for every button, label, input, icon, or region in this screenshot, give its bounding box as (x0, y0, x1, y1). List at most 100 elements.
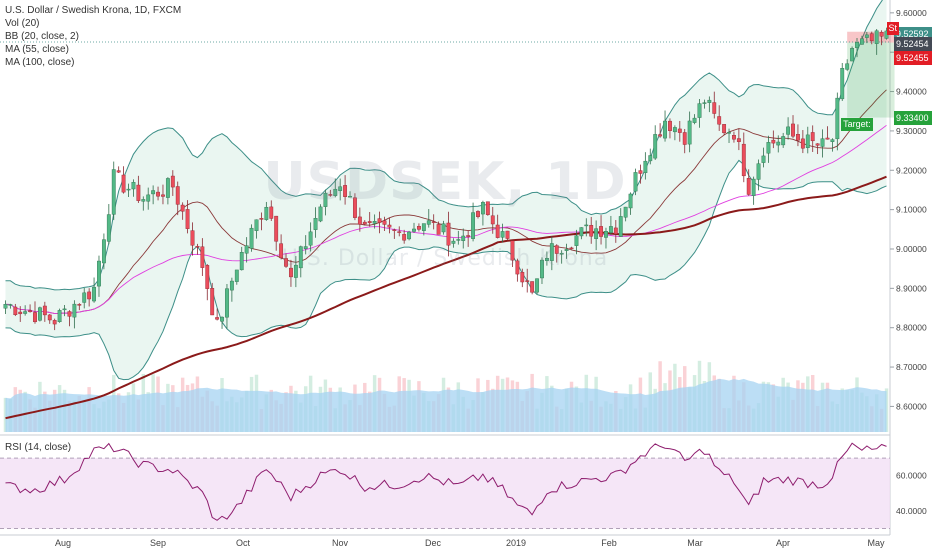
candle-body (195, 246, 200, 248)
candle-body (771, 139, 776, 144)
legend-ma55[interactable]: MA (55, close) (5, 44, 69, 55)
candle-body (264, 206, 269, 220)
candle-body (8, 304, 13, 306)
candle-body (549, 243, 554, 261)
legend-bb[interactable]: BB (20, close, 2) (5, 31, 79, 42)
candle-body (72, 303, 77, 318)
candle-body (357, 216, 362, 225)
candle-body (520, 271, 525, 283)
legend-rsi[interactable]: RSI (14, close) (5, 442, 72, 453)
candle-body (672, 127, 677, 133)
price-tick-label: 9.20000 (896, 165, 927, 175)
candle-body (623, 206, 628, 218)
candle-body (42, 305, 47, 316)
bollinger-fill (5, 0, 887, 380)
candle-body (732, 135, 736, 140)
candle-body (835, 97, 840, 140)
candle-body (87, 291, 92, 300)
rsi-tick-label: 40.0000 (896, 506, 927, 516)
candle-body (200, 246, 205, 268)
price-tick-label: 8.60000 (896, 401, 927, 411)
candle-body (37, 307, 42, 321)
candle-body (702, 102, 707, 104)
legend-title[interactable]: U.S. Dollar / Swedish Krona, 1D, FXCM (5, 5, 182, 16)
candle-body (525, 280, 530, 282)
candle-body (815, 143, 820, 146)
candle-body (185, 209, 190, 229)
candle-body (402, 234, 407, 241)
candle-body (392, 229, 397, 231)
candle-body (436, 224, 441, 235)
candle-body (633, 172, 638, 192)
legend-vol[interactable]: Vol (20) (5, 18, 40, 29)
candle-body (628, 193, 633, 209)
bollinger-lower (5, 159, 887, 381)
candle-body (746, 178, 751, 195)
candle-body (495, 224, 500, 238)
candle-body (722, 124, 727, 134)
candle-body (682, 132, 687, 145)
candle-body (594, 228, 599, 239)
candle-body (825, 137, 830, 140)
candle-body (741, 143, 746, 177)
price-tick-label: 9.60000 (896, 8, 927, 18)
candle-body (776, 141, 781, 146)
candle-body (845, 63, 850, 70)
candle-body (500, 231, 505, 238)
volume-ma-area (5, 378, 887, 432)
candle-body (850, 48, 855, 62)
rsi-band (0, 458, 890, 529)
candle-body (136, 184, 141, 201)
candle-body (210, 288, 215, 316)
candle-body (855, 42, 859, 48)
candle-body (33, 312, 37, 323)
candle-body (161, 194, 165, 197)
candle-body (796, 134, 800, 141)
candle-body (269, 206, 274, 219)
candle-body (116, 170, 121, 173)
candle-body (141, 199, 146, 202)
chart-legend: U.S. Dollar / Swedish Krona, 1D, FXCM Vo… (5, 4, 181, 69)
price-tag-stop: 9.52455 (894, 50, 932, 65)
candle-body (397, 231, 402, 233)
candle-body (471, 212, 475, 239)
candle-body (303, 246, 308, 249)
candle-body (180, 204, 185, 212)
candle-body (781, 136, 786, 146)
candle-body (613, 227, 618, 235)
candle-body (456, 239, 461, 241)
candle-body (584, 224, 589, 227)
candle-body (67, 311, 72, 317)
candle-body (3, 304, 8, 309)
candle-body (333, 188, 338, 196)
candle-body (146, 194, 151, 202)
legend-ma100[interactable]: MA (100, close) (5, 57, 75, 68)
target-label[interactable]: Target: (841, 117, 873, 131)
candle-body (111, 169, 116, 215)
candle-body (190, 230, 195, 246)
bollinger-upper (5, 0, 883, 291)
candle-body (298, 246, 303, 269)
candle-body (564, 249, 569, 251)
price-tick-label: 9.40000 (896, 87, 927, 97)
candle-body (431, 221, 436, 223)
candle-body (57, 310, 62, 323)
candle-body (225, 288, 229, 318)
candle-body (175, 186, 180, 205)
candle-body (756, 163, 761, 180)
candle-body (407, 231, 412, 240)
candle-body (52, 320, 57, 325)
candle-body (810, 132, 815, 142)
candle-body (830, 139, 835, 142)
time-tick-label: Sep (150, 538, 166, 548)
price-tag-target: 9.33400 (894, 110, 932, 125)
candle-body (249, 227, 254, 249)
candle-body (791, 123, 795, 137)
candle-body (717, 116, 722, 125)
candle-body (879, 32, 884, 37)
stop-label[interactable]: St (886, 21, 900, 35)
candle-body (165, 178, 170, 198)
candle-body (766, 142, 771, 154)
candle-body (101, 239, 106, 264)
